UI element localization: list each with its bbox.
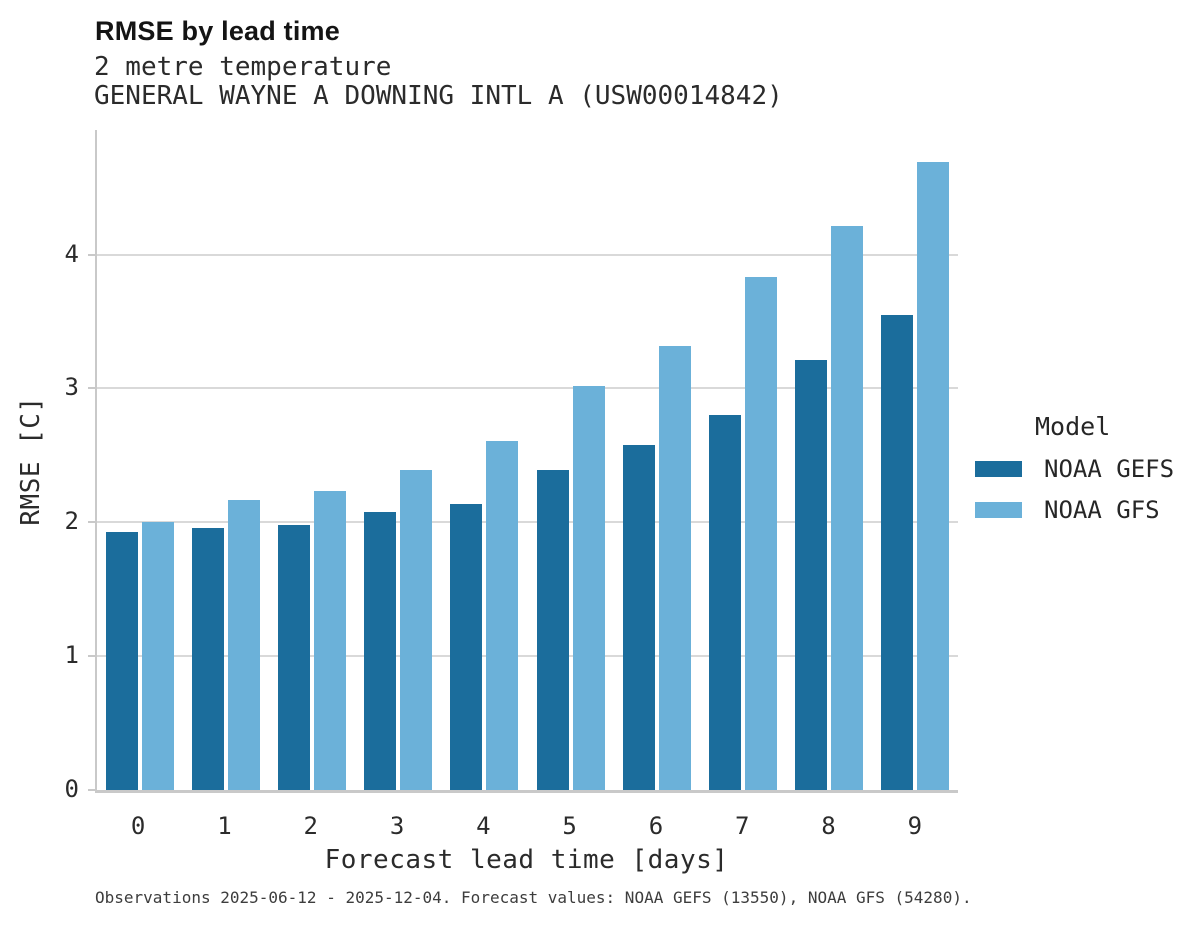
legend-swatch-icon bbox=[975, 461, 1022, 477]
bar-noaa-gfs-lead-4 bbox=[486, 440, 519, 790]
bar-noaa-gefs-lead-8 bbox=[794, 360, 827, 790]
y-ticklabel-0: 0 bbox=[64, 775, 79, 803]
bar-group-lead-6 bbox=[614, 130, 700, 790]
bar-noaa-gefs-lead-0 bbox=[106, 531, 139, 790]
legend-item-noaa-gfs: NOAA GFS bbox=[975, 496, 1174, 524]
x-ticklabel-2: 2 bbox=[303, 812, 318, 840]
y-ticklabel-1: 1 bbox=[64, 641, 79, 670]
bar-group-lead-8 bbox=[786, 130, 872, 790]
bar-noaa-gefs-lead-1 bbox=[192, 527, 225, 790]
bar-noaa-gefs-lead-7 bbox=[708, 415, 741, 790]
x-ticklabel-3: 3 bbox=[389, 812, 405, 840]
legend-item-noaa-gefs: NOAA GEFS bbox=[975, 455, 1174, 483]
bar-noaa-gefs-lead-9 bbox=[880, 314, 913, 790]
bar-noaa-gefs-lead-5 bbox=[536, 470, 569, 790]
bar-group-lead-9 bbox=[872, 130, 958, 790]
bar-noaa-gfs-lead-7 bbox=[744, 277, 777, 790]
bar-group-lead-2 bbox=[269, 130, 355, 790]
bar-noaa-gefs-lead-4 bbox=[450, 503, 483, 790]
bar-noaa-gfs-lead-9 bbox=[916, 162, 949, 790]
plot-area: 0 1 2 3 4 bbox=[65, 130, 958, 803]
y-tickmark-4 bbox=[88, 253, 95, 256]
x-ticklabel-4: 4 bbox=[476, 812, 491, 840]
y-tickmark-3 bbox=[88, 387, 95, 390]
chart-subtitle-station: GENERAL WAYNE A DOWNING INTL A (USW00014… bbox=[94, 81, 783, 111]
bar-noaa-gfs-lead-2 bbox=[314, 491, 347, 790]
chart-subtitle-variable: 2 metre temperature bbox=[94, 52, 392, 82]
y-ticklabel-2: 2 bbox=[64, 507, 79, 536]
bar-noaa-gfs-lead-6 bbox=[658, 345, 691, 790]
bar-noaa-gfs-lead-8 bbox=[830, 226, 863, 790]
x-ticklabel-8: 8 bbox=[821, 812, 836, 840]
bar-noaa-gfs-lead-1 bbox=[228, 499, 261, 790]
legend-swatch-icon bbox=[975, 502, 1022, 518]
x-ticklabel-1: 1 bbox=[217, 812, 232, 840]
bar-group-lead-1 bbox=[183, 130, 269, 790]
bar-noaa-gefs-lead-2 bbox=[278, 524, 311, 790]
x-ticklabel-9: 9 bbox=[907, 812, 923, 840]
y-tickmark-1 bbox=[88, 655, 95, 658]
legend-label: NOAA GEFS bbox=[1044, 455, 1175, 483]
bar-noaa-gfs-lead-5 bbox=[572, 385, 605, 790]
bar-group-lead-4 bbox=[441, 130, 527, 790]
legend-items: NOAA GEFS NOAA GFS bbox=[975, 455, 1174, 524]
bar-noaa-gfs-lead-3 bbox=[400, 470, 433, 790]
y-ticklabel-3: 3 bbox=[64, 373, 79, 402]
bar-group-lead-5 bbox=[527, 130, 613, 790]
legend: Model NOAA GEFS NOAA GFS bbox=[975, 412, 1174, 537]
y-axis-title: RMSE [C] bbox=[16, 396, 46, 526]
bar-noaa-gfs-lead-0 bbox=[142, 522, 175, 790]
x-ticklabel-6: 6 bbox=[648, 812, 664, 840]
gridline-y-1 bbox=[97, 655, 958, 658]
gridline-y-4 bbox=[97, 253, 958, 256]
y-ticklabel-4: 4 bbox=[64, 239, 79, 268]
gridline-y-3 bbox=[97, 387, 958, 390]
bar-group-lead-0 bbox=[97, 130, 183, 790]
chart-title: RMSE by lead time bbox=[95, 16, 340, 46]
x-ticklabel-5: 5 bbox=[562, 812, 577, 840]
x-ticklabel-0: 0 bbox=[130, 812, 146, 840]
y-tickmark-2 bbox=[88, 521, 95, 524]
x-axis-title: Forecast lead time [days] bbox=[324, 845, 729, 875]
legend-title: Model bbox=[1035, 412, 1111, 441]
bar-groups-container bbox=[97, 130, 958, 790]
x-axis-ticks: 0 1 2 3 4 5 6 7 8 9 bbox=[95, 812, 958, 840]
bar-noaa-gefs-lead-3 bbox=[364, 511, 397, 790]
bar-group-lead-3 bbox=[355, 130, 441, 790]
y-tickmark-0 bbox=[88, 789, 95, 791]
gridline-y-2 bbox=[97, 521, 958, 524]
legend-label: NOAA GFS bbox=[1044, 496, 1160, 524]
bar-group-lead-7 bbox=[700, 130, 786, 790]
footer-caption: Observations 2025-06-12 - 2025-12-04. Fo… bbox=[95, 888, 972, 907]
x-ticklabel-7: 7 bbox=[735, 812, 750, 840]
bar-noaa-gefs-lead-6 bbox=[622, 444, 655, 790]
